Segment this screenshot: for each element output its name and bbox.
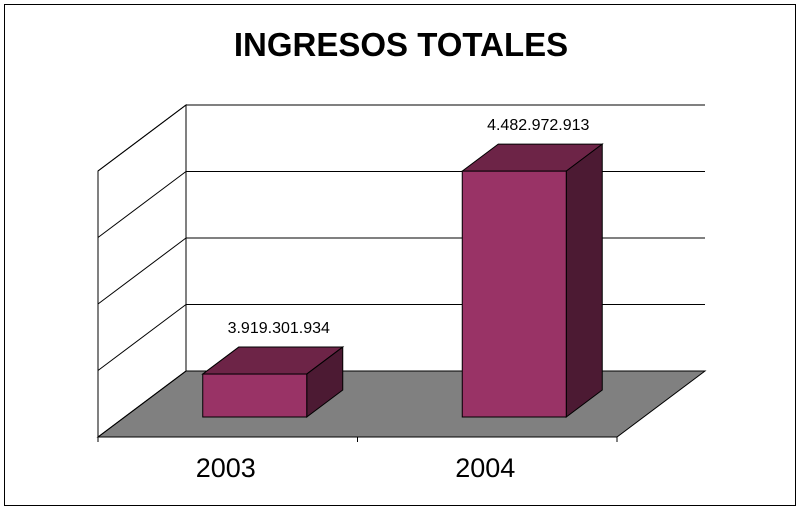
chart-bars [201, 143, 604, 418]
x-tick-label: 2003 [196, 453, 256, 483]
data-label: 4.482.972.913 [487, 117, 589, 134]
chart-walls [96, 104, 707, 442]
bar-2003 [201, 346, 345, 418]
bar-side [565, 143, 603, 418]
gridline-side [97, 370, 187, 438]
chart-title: INGRESOS TOTALES [233, 26, 569, 63]
gridline-side [97, 304, 187, 371]
data-label: 3.919.301.934 [228, 320, 330, 337]
chart-floor [96, 370, 707, 438]
bar-2004 [460, 143, 604, 418]
gridline-side [97, 237, 187, 305]
chart-labels: 3.919.301.934 2003 4.482.972.913 2004 [196, 117, 590, 483]
bar-front [202, 373, 308, 418]
gridline-side [97, 171, 187, 238]
gridline-side [97, 104, 187, 172]
x-tick-label: 2004 [455, 453, 515, 483]
bar-front [461, 170, 567, 418]
